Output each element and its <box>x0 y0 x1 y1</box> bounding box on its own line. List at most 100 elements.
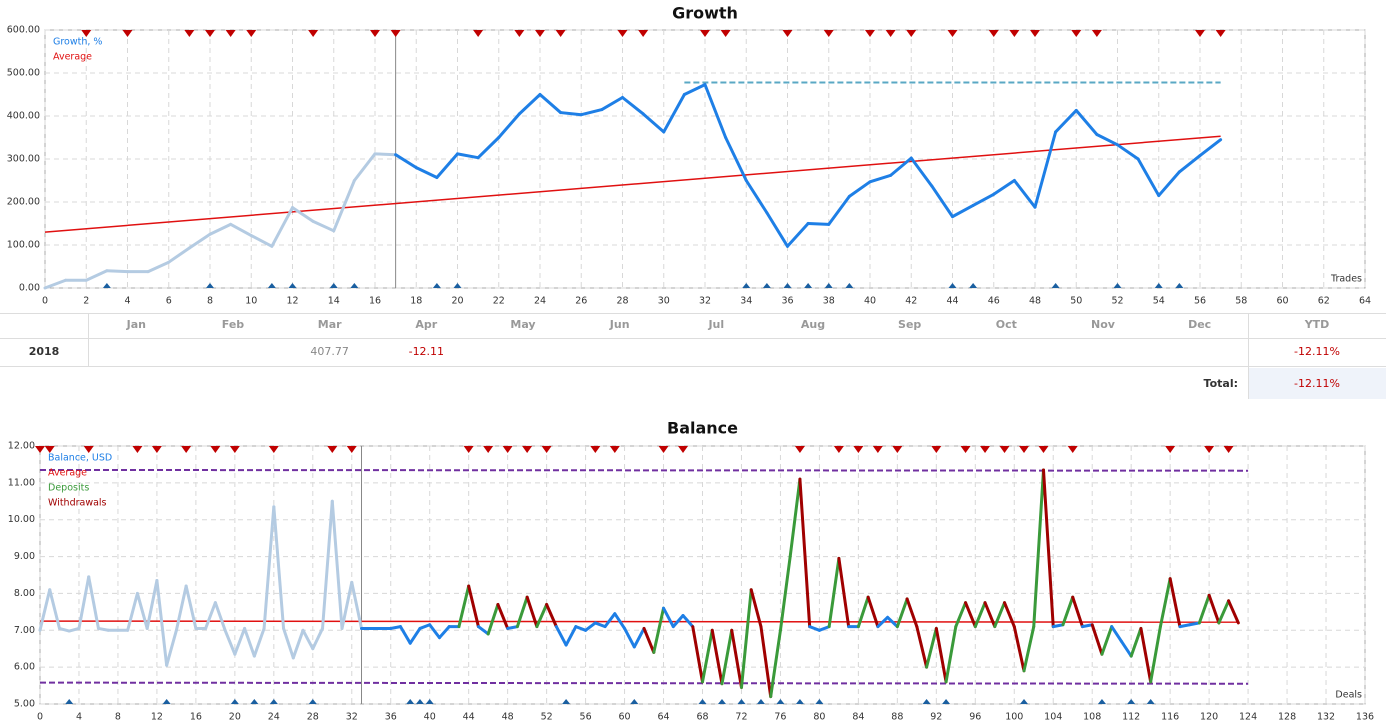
series-segment <box>135 591 149 630</box>
x-tick-label: 44 <box>946 296 958 307</box>
x-tick-label: 136 <box>1356 712 1374 723</box>
trade-marker <box>1175 283 1184 288</box>
x-tick-label: 20 <box>229 712 241 723</box>
trade-marker <box>824 283 833 288</box>
legend-entry: Withdrawals <box>48 498 107 509</box>
series-segment <box>1033 130 1058 209</box>
average-line <box>44 135 1221 233</box>
series-segment <box>778 555 792 632</box>
trade-marker <box>308 30 319 37</box>
trade-marker <box>65 699 74 704</box>
trade-marker <box>795 699 804 704</box>
trade-marker <box>535 30 545 37</box>
series-segment <box>744 179 769 215</box>
x-tick-label: 54 <box>1153 296 1165 307</box>
series-segment <box>1168 577 1182 629</box>
series-segment <box>249 234 274 248</box>
trade-marker <box>288 283 297 288</box>
x-tick-label: 62 <box>1318 296 1330 307</box>
trade-marker <box>762 283 771 288</box>
trade-marker <box>83 446 94 453</box>
series-segment <box>1178 623 1192 629</box>
trade-marker <box>1038 446 1049 453</box>
series-segment <box>1051 623 1065 629</box>
x-tick-label: 92 <box>930 712 942 723</box>
x-tick-label: 84 <box>852 712 864 723</box>
series-segment <box>43 278 68 290</box>
series-segment <box>1136 157 1161 198</box>
series-segment <box>252 626 266 658</box>
series-segment <box>456 152 480 160</box>
series-segment <box>418 623 432 630</box>
series-segment <box>428 623 441 640</box>
series-segment <box>517 93 542 116</box>
series-segment <box>184 584 198 630</box>
series-segment <box>564 625 578 647</box>
trade-marker <box>225 30 236 37</box>
series-segment <box>105 269 129 274</box>
trade-marker <box>931 446 942 453</box>
x-tick-label: 32 <box>346 712 358 723</box>
month-header: Jan <box>126 318 146 331</box>
y-tick-label: 300.00 <box>7 154 40 165</box>
trade-marker <box>541 446 552 453</box>
series-segment <box>671 614 685 629</box>
trade-marker <box>804 283 813 288</box>
series-segment <box>905 597 919 629</box>
trade-marker <box>776 699 785 704</box>
trade-marker <box>1165 446 1176 453</box>
series-segment <box>868 173 893 184</box>
series-segment <box>944 625 958 684</box>
trade-marker <box>102 283 111 288</box>
month-header: Dec <box>1188 318 1212 331</box>
month-header: Nov <box>1091 318 1115 331</box>
series-segment <box>204 601 217 630</box>
series-segment <box>895 597 909 629</box>
trade-marker <box>737 699 746 704</box>
x-tick-label: 28 <box>307 712 319 723</box>
series-segment <box>765 211 789 248</box>
trade-marker <box>980 446 991 453</box>
y-tick-label: 6.00 <box>14 662 35 673</box>
series-segment <box>1110 625 1123 643</box>
x-tick-label: 108 <box>1083 712 1101 723</box>
y-tick-label: 400.00 <box>7 111 40 122</box>
y-tick-label: 200.00 <box>7 197 40 208</box>
trade-marker <box>617 30 628 37</box>
x-tick-label: 100 <box>1005 712 1023 723</box>
trade-marker <box>1030 30 1040 37</box>
trade-marker <box>630 699 639 704</box>
trade-marker <box>742 283 751 288</box>
series-segment <box>1090 623 1104 656</box>
trade-marker <box>205 30 215 37</box>
series-segment <box>352 152 377 182</box>
series-segment <box>538 93 563 115</box>
series-segment <box>1139 626 1153 684</box>
trade-marker <box>1097 699 1106 704</box>
series-segment <box>394 153 418 170</box>
series-segment <box>146 260 171 274</box>
series-segment <box>730 628 743 689</box>
series-segment <box>350 580 364 630</box>
series-segment <box>145 579 159 630</box>
y-tick-label: 0.00 <box>19 283 40 294</box>
x-tick-label: 80 <box>813 712 825 723</box>
trade-marker <box>1127 699 1136 704</box>
x-tick-label: 20 <box>451 296 463 307</box>
trade-marker <box>122 30 133 37</box>
trade-marker <box>522 446 533 453</box>
ytd-header: YTD <box>1304 318 1330 331</box>
trade-marker <box>942 699 951 704</box>
trade-marker <box>700 30 710 37</box>
x-tick-label: 8 <box>207 296 213 307</box>
x-tick-label: 38 <box>823 296 835 307</box>
trade-marker <box>132 446 143 453</box>
series-segment <box>1217 599 1231 625</box>
trade-marker <box>853 446 864 453</box>
series-segment <box>165 628 178 667</box>
x-tick-label: 60 <box>619 712 631 723</box>
trade-marker <box>269 699 278 704</box>
series-segment <box>1119 639 1133 658</box>
series-segment <box>701 628 714 684</box>
series-segment <box>876 615 890 629</box>
